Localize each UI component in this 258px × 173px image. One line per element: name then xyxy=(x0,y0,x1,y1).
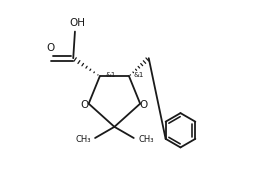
Text: &1: &1 xyxy=(106,72,116,78)
Text: OH: OH xyxy=(69,18,85,28)
Text: O: O xyxy=(46,43,54,53)
Text: CH₃: CH₃ xyxy=(75,135,91,144)
Text: O: O xyxy=(140,100,148,110)
Text: CH₃: CH₃ xyxy=(138,135,154,144)
Text: O: O xyxy=(81,100,89,110)
Text: &1: &1 xyxy=(133,72,144,78)
